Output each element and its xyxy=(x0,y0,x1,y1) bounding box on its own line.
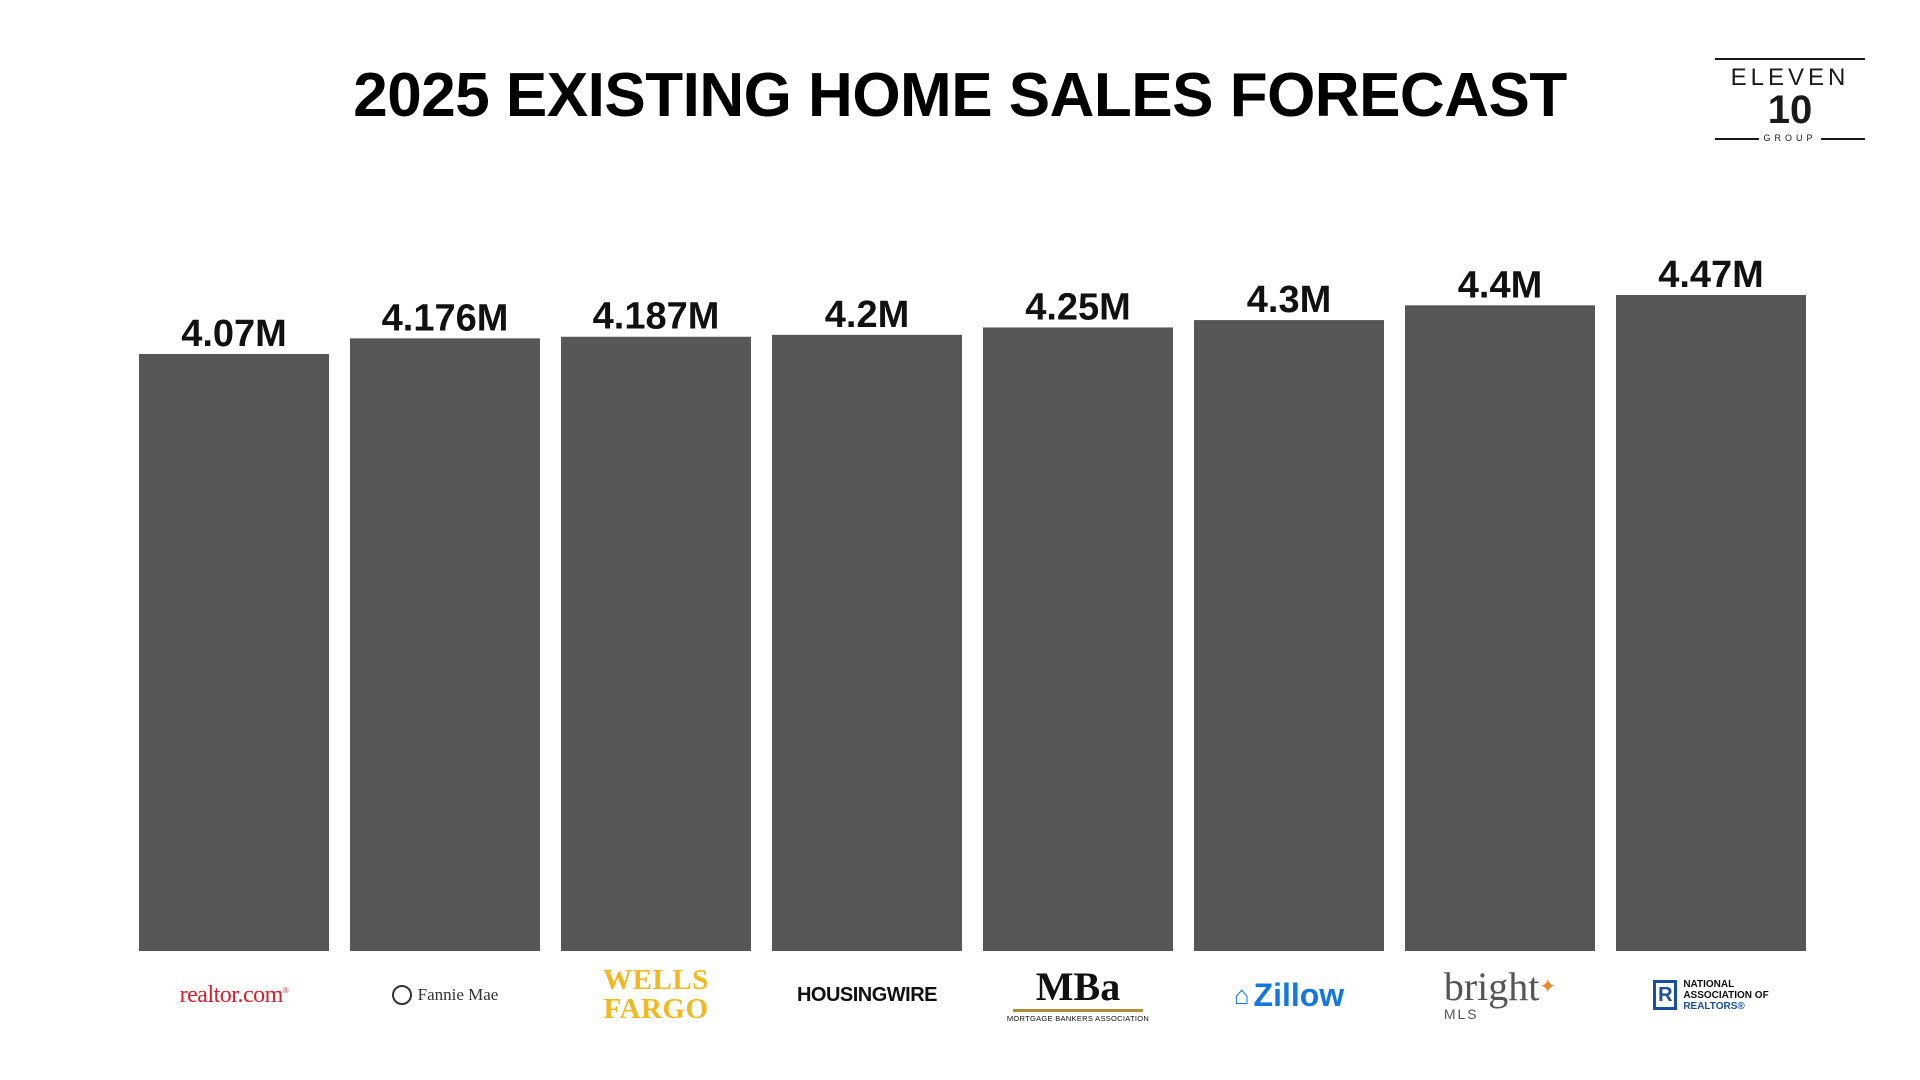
bar-value-label-1: 4.07M xyxy=(181,313,287,355)
bar-8 xyxy=(1616,295,1806,951)
zillow-logo-text: Zillow xyxy=(1253,976,1345,1013)
nar-logo: R NATIONAL ASSOCIATION OF REALTORS® xyxy=(1653,979,1769,1012)
logo-group-text: GROUP xyxy=(1763,133,1817,143)
bar-4 xyxy=(772,334,962,951)
logo-bottom-rule-left xyxy=(1715,138,1759,140)
spark-icon: ✦ xyxy=(1539,976,1557,998)
bright-logo-text: bright xyxy=(1443,964,1540,1009)
category-logo-realtor: realtor.com® xyxy=(139,955,329,1035)
category-logo-zillow: ⌂ Zillow xyxy=(1194,955,1384,1035)
logo-bottom-rule-right xyxy=(1821,138,1865,140)
bar-value-label-4: 4.2M xyxy=(825,294,909,336)
bar-2 xyxy=(350,338,540,951)
nar-logo-text: NATIONAL ASSOCIATION OF REALTORS® xyxy=(1683,979,1768,1012)
bar-value-label-7: 4.4M xyxy=(1458,264,1542,306)
realtor-logo-text: realtor.com xyxy=(179,981,284,1008)
bar-value-label-2: 4.176M xyxy=(382,297,509,339)
bar-5 xyxy=(983,327,1173,951)
category-logo-fannie-mae: Fannie Mae xyxy=(350,955,540,1035)
logo-eleven-text: ELEVEN xyxy=(1730,64,1850,91)
logo-ten-text: 10 xyxy=(1767,88,1813,132)
logo-top-rule xyxy=(1715,58,1865,60)
nar-line1: NATIONAL xyxy=(1683,978,1735,990)
realtor-r-icon: R xyxy=(1653,980,1678,1010)
mba-logo: MBa MORTGAGE BANKERS ASSOCIATION xyxy=(1006,964,1150,1024)
realtor-logo-mark: ® xyxy=(282,985,289,995)
bar-value-label-8: 4.47M xyxy=(1658,254,1764,296)
fannie-mae-logo-text: Fannie Mae xyxy=(417,985,499,1004)
mba-logo-text: MBa xyxy=(1035,964,1121,1009)
bar-3 xyxy=(561,336,751,951)
bar-value-label-5: 4.25M xyxy=(1025,286,1131,328)
category-logo-mba: MBa MORTGAGE BANKERS ASSOCIATION xyxy=(983,955,1173,1035)
fannie-mae-icon xyxy=(391,985,412,1005)
bright-mls-logo: bright✦ MLS xyxy=(1443,967,1557,1023)
nar-line3: REALTORS® xyxy=(1683,1000,1745,1012)
housingwire-logo: HOUSINGWIRE xyxy=(796,983,938,1006)
bar-6 xyxy=(1194,320,1384,951)
wells-fargo-logo: WELLS FARGO xyxy=(603,966,709,1024)
mba-logo-rule xyxy=(1012,1009,1143,1012)
bright-logo-subtext: MLS xyxy=(1443,1006,1479,1022)
category-logo-bright-mls: bright✦ MLS xyxy=(1405,955,1595,1035)
category-logo-wells-fargo: WELLS FARGO xyxy=(561,955,751,1035)
zillow-home-icon: ⌂ xyxy=(1233,979,1250,1010)
bar-value-label-6: 4.3M xyxy=(1247,279,1331,321)
wells-fargo-line1: WELLS xyxy=(603,964,709,996)
category-logo-housingwire: HOUSINGWIRE xyxy=(772,955,962,1035)
bar-value-label-3: 4.187M xyxy=(593,296,720,338)
eleven10-group-logo: ELEVEN 10 GROUP xyxy=(1715,58,1865,143)
fannie-mae-logo: Fannie Mae xyxy=(391,985,499,1005)
realtor-logo: realtor.com® xyxy=(180,982,289,1009)
wells-fargo-line2: FARGO xyxy=(603,993,709,1025)
zillow-logo: ⌂ Zillow xyxy=(1234,977,1344,1014)
nar-line2: ASSOCIATION OF xyxy=(1683,989,1769,1001)
category-logo-nar: R NATIONAL ASSOCIATION OF REALTORS® xyxy=(1616,955,1806,1035)
mba-logo-subtext: MORTGAGE BANKERS ASSOCIATION xyxy=(1006,1014,1150,1023)
page-title: 2025 EXISTING HOME SALES FORECAST xyxy=(353,61,1567,130)
bar-7 xyxy=(1405,305,1595,951)
bar-1 xyxy=(139,354,329,951)
